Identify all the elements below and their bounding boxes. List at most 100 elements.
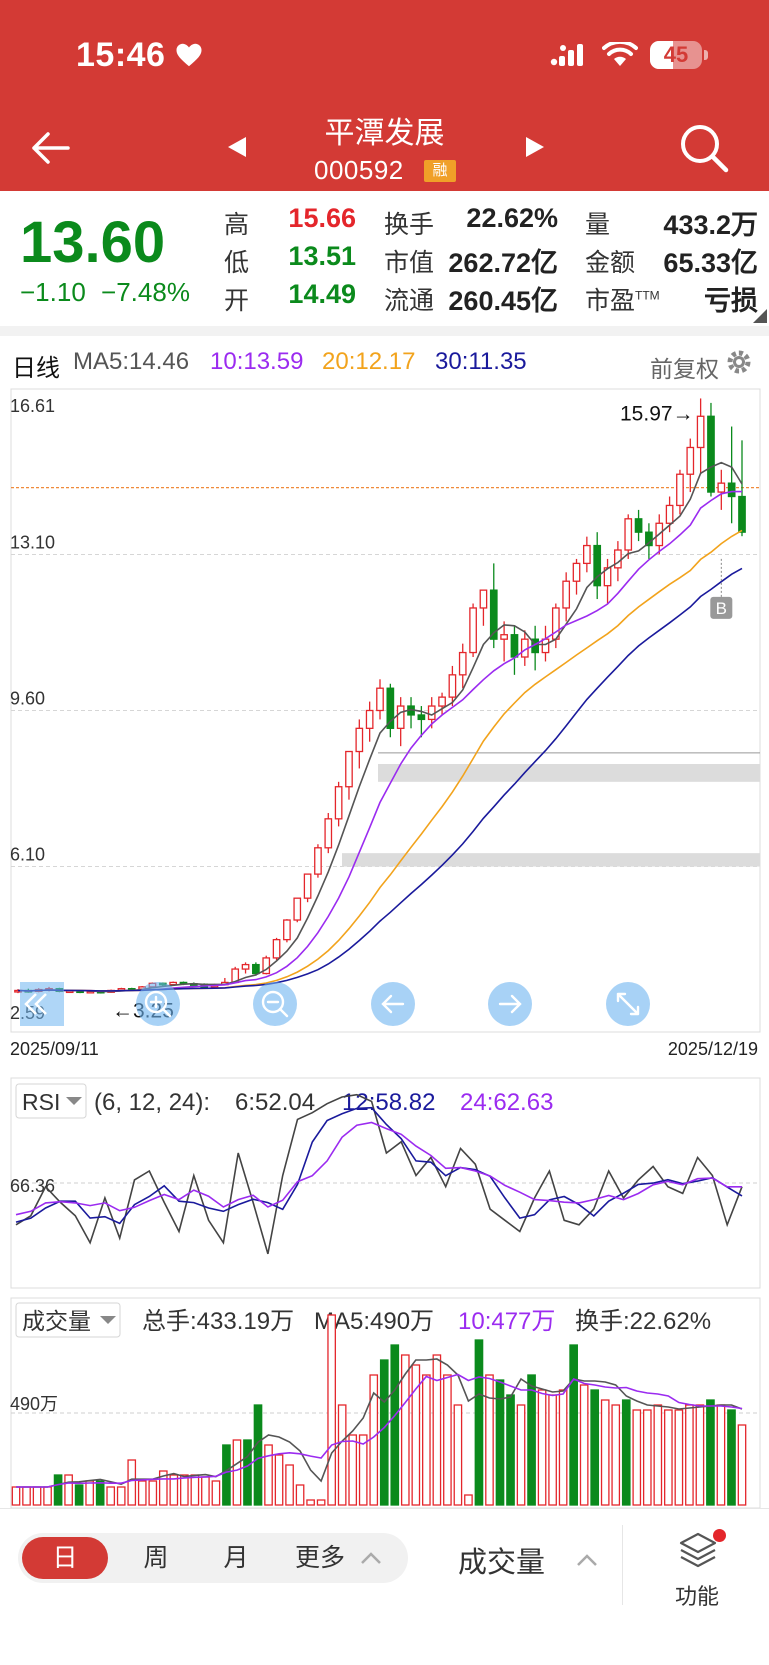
chevron-up-icon[interactable] [360, 1551, 382, 1565]
function-label[interactable]: 功能 [674, 1584, 719, 1609]
ma-legend-row: 日线 MA5:14.46 10:13.59 20:12.17 30:11.35 … [0, 348, 769, 382]
chart-controls[interactable] [20, 982, 650, 1026]
stock-name: 平潭发展 [324, 117, 445, 150]
rsi-y-tick: 66.36 [10, 1176, 55, 1196]
price-y-tick: 6.10 [10, 845, 45, 865]
candle-body [355, 727, 364, 753]
rewind-icon[interactable] [20, 982, 64, 1026]
volume-bar [379, 1359, 389, 1506]
volume-bar [348, 1434, 358, 1506]
status-time: 15:46 [76, 36, 166, 74]
volume-bar [611, 1404, 621, 1506]
turnover-value: 22.62% [466, 203, 558, 233]
candle-body [489, 589, 498, 640]
rsi-dropdown-icon[interactable] [66, 1097, 82, 1105]
adjust-mode-button[interactable]: 前复权 [650, 356, 719, 382]
period-month-tab[interactable]: 月 [223, 1544, 249, 1572]
volume-bar [211, 1480, 221, 1506]
battery-icon: 45 [650, 41, 708, 69]
candle-body [334, 786, 343, 820]
volume-dropdown-icon[interactable] [100, 1316, 116, 1324]
volume-bar [243, 1439, 252, 1506]
candle-body [252, 963, 260, 975]
next-stock-icon[interactable] [524, 135, 546, 159]
pan-right-icon[interactable] [488, 982, 532, 1026]
volume-bar [232, 1439, 242, 1506]
expand-corner-icon[interactable] [753, 309, 767, 323]
volume-ma10: 10:477万 [458, 1308, 555, 1335]
rsi-selector[interactable] [15, 1083, 87, 1119]
low-value: 13.51 [288, 241, 356, 271]
back-arrow-icon[interactable] [28, 126, 72, 170]
buy-marker-badge [710, 596, 733, 619]
volume-bar [674, 1409, 684, 1506]
rewind-icon-glyph[interactable] [24, 993, 47, 1015]
search-icon[interactable] [678, 122, 730, 174]
zoom-in-icon-glyph[interactable] [149, 995, 172, 1018]
price-labels: 16.6113.109.606.102.592025/09/112025/12/… [10, 396, 758, 1059]
zoom-out-icon-bg[interactable] [253, 982, 297, 1026]
volume-bar [400, 1354, 410, 1506]
high-label: 高 [224, 211, 250, 239]
pe-label-text: 市盈 [585, 287, 636, 315]
ma-lines [17, 461, 743, 993]
price-grid [11, 553, 760, 868]
pan-left-icon-glyph[interactable] [381, 994, 405, 1014]
candle-body [541, 638, 550, 654]
support-band [342, 853, 760, 867]
period-week-tab[interactable]: 周 [143, 1544, 169, 1572]
open-label: 开 [224, 287, 250, 315]
volume-bar [316, 1499, 326, 1506]
float-label: 流通 [384, 287, 435, 315]
volume-bar [274, 1454, 284, 1506]
prev-stock-icon[interactable] [226, 135, 248, 159]
indicator-selector[interactable]: 成交量 [458, 1547, 546, 1579]
layers-icon[interactable] [678, 1531, 718, 1569]
low-label: 低 [224, 249, 250, 277]
stock-code: 000592 [314, 155, 404, 185]
volume-bar [664, 1409, 673, 1506]
period-day-tab[interactable]: 日 [22, 1537, 108, 1579]
candle-body [583, 544, 591, 565]
volume-bar [74, 1484, 84, 1506]
volume-bar [22, 1486, 31, 1506]
volume-selector[interactable] [15, 1302, 121, 1338]
date-end: 2025/12/19 [668, 1039, 758, 1059]
candle-body [717, 482, 726, 493]
volume-bar [390, 1344, 400, 1506]
price-y-tick: 16.61 [10, 396, 55, 416]
candle-body [396, 705, 405, 729]
candles [14, 398, 746, 994]
zoom-out-icon[interactable] [253, 982, 297, 1026]
zoom-out-icon-glyph[interactable] [266, 1000, 289, 1018]
volume-bar [116, 1486, 126, 1506]
zoom-in-icon[interactable] [136, 982, 180, 1026]
volume-bar [453, 1404, 463, 1506]
volume-bar [422, 1374, 431, 1506]
volume-bar [11, 1486, 21, 1506]
pe-ttm-label: TTM [635, 288, 660, 303]
magnifier-glyph[interactable] [144, 990, 168, 1014]
volume-bar [127, 1459, 137, 1506]
stock-chart[interactable]: 16.6113.109.606.102.592025/09/112025/12/… [0, 382, 769, 1508]
volume-bar [106, 1486, 116, 1506]
volume-total: 总手:433.19万 [142, 1308, 294, 1335]
candle-body [458, 651, 467, 676]
max-price-label: 15.97→ [620, 403, 694, 426]
pan-right-icon-glyph[interactable] [498, 994, 522, 1014]
gear-icon[interactable] [725, 348, 753, 376]
date-start: 2025/09/11 [10, 1039, 99, 1059]
period-more-tab[interactable]: 更多 [294, 1544, 345, 1572]
fullscreen-icon[interactable] [606, 982, 650, 1026]
zoom-in-icon-bg[interactable] [136, 982, 180, 1026]
magnifier-glyph[interactable] [261, 990, 285, 1014]
volume-bar [600, 1399, 610, 1506]
indicator-chevron-up-icon[interactable] [576, 1553, 598, 1567]
period-switcher: 日 周 月 更多 [18, 1533, 408, 1583]
volume-bar [201, 1476, 210, 1506]
volume-ma-lines [16, 1358, 743, 1488]
fullscreen-icon-glyph[interactable] [616, 992, 640, 1016]
pan-left-icon[interactable] [371, 982, 415, 1026]
rsi6-line [15, 1093, 743, 1255]
rsi24-line [15, 1121, 742, 1216]
